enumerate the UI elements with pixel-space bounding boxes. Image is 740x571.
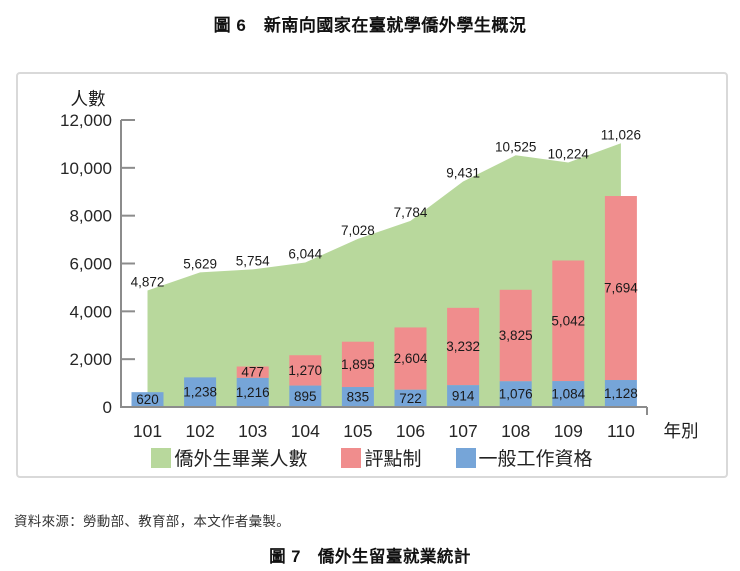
- source-note: 資料來源：勞動部、教育部，本文作者彙製。: [14, 514, 290, 529]
- y-tick-label: 10,000: [60, 159, 112, 178]
- general-work-label-105: 835: [347, 390, 370, 405]
- x-tick-label-110: 110: [607, 421, 635, 441]
- legend-swatch-0: [151, 447, 172, 468]
- points-system-label-104: 1,270: [288, 363, 322, 378]
- y-axis-title: 人數: [71, 89, 106, 109]
- area-label-106: 7,784: [394, 205, 428, 220]
- points-system-label-107: 3,232: [446, 339, 480, 354]
- bar-points-system-106: [394, 327, 427, 390]
- bar-general-work-109: [552, 381, 585, 407]
- x-tick-label-103: 103: [238, 421, 267, 441]
- x-tick-label-104: 104: [291, 421, 320, 441]
- bar-points-system-103: [236, 366, 269, 378]
- bar-points-system-107: [447, 307, 480, 386]
- bar-general-work-107: [447, 385, 480, 407]
- points-system-label-105: 1,895: [341, 357, 375, 372]
- figure7-title: 圖 7 僑外生留臺就業統計: [269, 548, 471, 566]
- bar-general-work-105: [341, 387, 374, 407]
- bar-points-system-104: [289, 355, 322, 386]
- x-axis-title: 年別: [664, 421, 699, 441]
- points-system-label-106: 2,604: [394, 351, 428, 366]
- x-tick-label-102: 102: [185, 421, 214, 441]
- points-system-label-110: 7,694: [604, 281, 638, 296]
- y-tick-label: 12,000: [60, 111, 112, 130]
- x-tick-label-108: 108: [501, 421, 530, 441]
- area-label-102: 5,629: [183, 256, 217, 271]
- bar-general-work-110: [604, 380, 637, 407]
- x-tick-label-106: 106: [396, 421, 425, 441]
- area-label-103: 5,754: [236, 253, 270, 268]
- x-tick-label-107: 107: [448, 421, 477, 441]
- y-tick-label: 0: [103, 398, 112, 417]
- legend-label-1: 評點制: [364, 449, 422, 470]
- area-label-108: 10,525: [495, 139, 536, 154]
- bar-general-work-108: [499, 381, 532, 407]
- general-work-label-110: 1,128: [604, 386, 638, 401]
- general-work-label-109: 1,084: [551, 387, 585, 402]
- area-label-107: 9,431: [446, 165, 480, 180]
- general-work-label-103: 1,216: [236, 385, 270, 400]
- points-system-label-103: 477: [241, 365, 264, 380]
- bar-points-system-108: [499, 289, 532, 382]
- area-label-101: 4,872: [131, 274, 165, 289]
- area-label-110: 11,026: [601, 127, 641, 142]
- y-tick-label: 2,000: [69, 350, 112, 369]
- legend-item-2: 一般工作資格: [455, 444, 593, 471]
- bar-points-system-109: [552, 260, 585, 382]
- legend-swatch-1: [341, 447, 362, 468]
- legend-item-1: 評點制: [341, 444, 422, 471]
- y-tick-label: 4,000: [69, 302, 112, 321]
- bar-points-system-105: [341, 341, 374, 388]
- legend-label-2: 一般工作資格: [478, 449, 593, 470]
- general-work-label-104: 895: [294, 389, 317, 404]
- x-tick-label-101: 101: [133, 421, 162, 441]
- general-work-label-102: 1,238: [183, 385, 217, 400]
- bar-general-work-106: [394, 389, 427, 407]
- area-label-104: 6,044: [288, 246, 322, 261]
- figure6-title: 圖 6 新南向國家在臺就學僑外學生概況: [213, 16, 527, 35]
- legend-label-0: 僑外生畢業人數: [174, 449, 308, 470]
- general-work-label-108: 1,076: [499, 387, 533, 402]
- y-tick-label: 8,000: [69, 207, 112, 226]
- chart-panel: 0 2,000 4,000 6,000 8,000 10,000 12,000 人數年別 101…: [16, 72, 728, 478]
- legend-swatch-2: [455, 447, 476, 468]
- general-work-label-107: 914: [452, 389, 475, 404]
- bar-general-work-101: [131, 392, 164, 407]
- legend-item-0: 僑外生畢業人數: [151, 444, 307, 471]
- y-tick-label: 6,000: [69, 255, 112, 274]
- x-tick-label-105: 105: [343, 421, 372, 441]
- area-label-109: 10,224: [548, 146, 590, 161]
- x-tick-label-109: 109: [554, 421, 583, 441]
- area-label-105: 7,028: [341, 223, 375, 238]
- bar-points-system-110: [604, 196, 637, 381]
- bar-general-work-102: [184, 377, 217, 407]
- general-work-label-106: 722: [399, 391, 422, 406]
- points-system-label-109: 5,042: [551, 313, 585, 328]
- points-system-label-108: 3,825: [499, 328, 533, 343]
- area-series-graduates: [147, 143, 621, 407]
- chart-legend: 僑外生畢業人數 評點制 一般工作資格: [18, 444, 726, 471]
- bar-general-work-104: [289, 385, 322, 407]
- general-work-label-101: 620: [136, 392, 159, 407]
- bar-general-work-103: [236, 377, 269, 407]
